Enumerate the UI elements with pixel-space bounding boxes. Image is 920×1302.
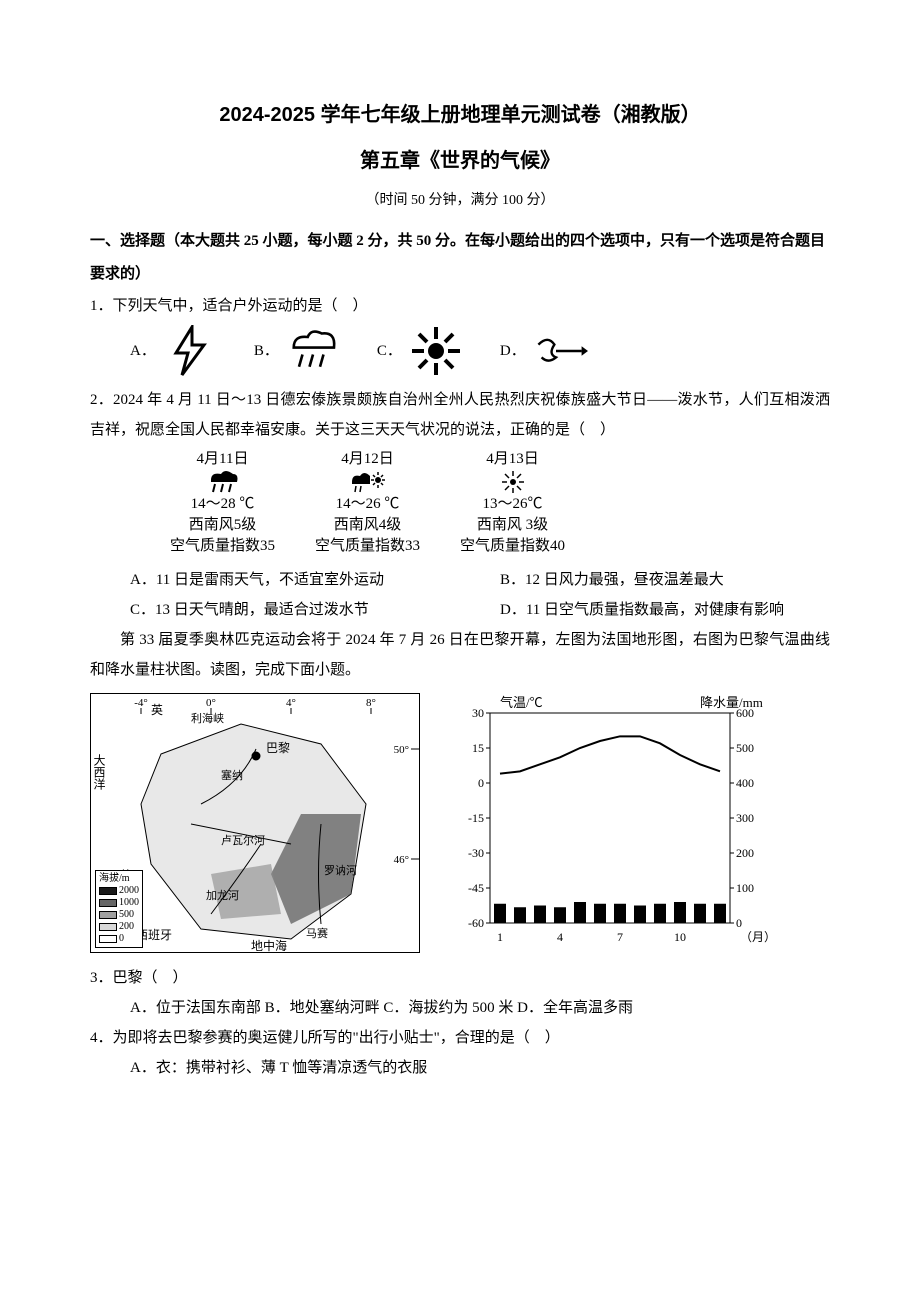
q1-stem: 1．下列天气中，适合户外运动的是（ ）: [90, 291, 830, 321]
svg-text:0: 0: [478, 776, 484, 790]
chapter-title: 第五章《世界的气候》: [90, 141, 830, 181]
q2-day2-aqi: 空气质量指数33: [315, 536, 420, 557]
q3-opt-b: B．地处塞纳河畔: [265, 1000, 380, 1016]
q3-opt-c: C．海拔约为 500 米: [383, 1000, 513, 1016]
svg-text:-15: -15: [468, 811, 484, 825]
sun-small-icon: [460, 470, 565, 494]
svg-text:46°: 46°: [394, 854, 409, 866]
svg-text:塞纳: 塞纳: [221, 768, 243, 782]
svg-text:0°: 0°: [206, 697, 216, 709]
svg-text:卢瓦尔河: 卢瓦尔河: [221, 834, 265, 847]
q2-day3-temp: 13～26℃: [460, 494, 565, 515]
q4-opt-a: A．衣：携带衬衫、薄 T 恤等清凉透气的衣服: [130, 1053, 830, 1083]
svg-text:英: 英: [151, 703, 163, 717]
q2-day2-wind: 西南风4级: [315, 515, 420, 536]
svg-text:15: 15: [472, 741, 484, 755]
q1-opt-b: B．: [254, 323, 341, 379]
q1-opt-c: C．: [377, 323, 464, 379]
timing-info: （时间 50 分钟，满分 100 分）: [90, 187, 830, 215]
q1-opt-b-label: B．: [254, 336, 279, 366]
q2-weather-table: 4月11日 14～28 ℃ 西南风5级 空气质量指数35 4月12日: [90, 449, 830, 557]
q1-opt-a-label: A．: [130, 336, 156, 366]
q2-day2-date: 4月12日: [315, 449, 420, 470]
svg-text:200: 200: [736, 846, 754, 860]
q2-opt-a: A．11 日是雷雨天气，不适宜室外运动: [130, 565, 430, 595]
q2-opt-b: B．12 日风力最强，昼夜温差最大: [500, 565, 800, 595]
rain-icon: [285, 323, 341, 379]
svg-text:1: 1: [497, 930, 503, 944]
q2-day1-temp: 14～28 ℃: [170, 494, 275, 515]
figure-row: 巴黎塞纳卢瓦尔河加龙河罗讷河马赛大西洋比斯开湾利海峡地中海英西班牙-4°0°4°…: [90, 693, 830, 953]
q2-opt-d: D．11 日空气质量指数最高，对健康有影响: [500, 595, 800, 625]
france-map: 巴黎塞纳卢瓦尔河加龙河罗讷河马赛大西洋比斯开湾利海峡地中海英西班牙-4°0°4°…: [90, 693, 420, 953]
q2-day3-wind: 西南风 3级: [460, 515, 565, 536]
svg-text:-45: -45: [468, 881, 484, 895]
svg-text:30: 30: [472, 706, 484, 720]
svg-text:-4°: -4°: [134, 697, 148, 709]
svg-text:8°: 8°: [366, 697, 376, 709]
q4-stem: 4．为即将去巴黎参赛的奥运健儿所写的"出行小贴士"，合理的是（ ）: [90, 1023, 830, 1053]
q4-options: A．衣：携带衬衫、薄 T 恤等清凉透气的衣服: [90, 1053, 830, 1083]
section-1-heading: 一、选择题（本大题共 25 小题，每小题 2 分，共 50 分。在每小题给出的四…: [90, 225, 830, 291]
q2-day-1: 4月11日 14～28 ℃ 西南风5级 空气质量指数35: [170, 449, 275, 557]
svg-text:4°: 4°: [286, 697, 296, 709]
svg-text:0: 0: [736, 916, 742, 930]
sandstorm-icon: [532, 323, 588, 379]
svg-text:加龙河: 加龙河: [206, 889, 239, 902]
q3-stem: 3．巴黎（ ）: [90, 963, 830, 993]
q2-day1-date: 4月11日: [170, 449, 275, 470]
page-title: 2024-2025 学年七年级上册地理单元测试卷（湘教版）: [90, 95, 830, 135]
q2-options: A．11 日是雷雨天气，不适宜室外运动 B．12 日风力最强，昼夜温差最大 C．…: [90, 565, 830, 625]
q2-stem: 2．2024 年 4 月 11 日～13 日德宏傣族景颇族自治州全州人民热烈庆祝…: [90, 385, 830, 445]
thunder-rain-icon: [170, 470, 275, 494]
svg-text:4: 4: [557, 930, 563, 944]
svg-text:100: 100: [736, 881, 754, 895]
svg-text:大西洋: 大西洋: [92, 754, 106, 790]
q3-opt-a: A．位于法国东南部: [130, 1000, 261, 1016]
q3-opt-d: D．全年高温多雨: [517, 1000, 633, 1016]
q2-day-3: 4月13日 13～26℃ 西南风 3级 空气质量指数40: [460, 449, 565, 557]
svg-text:巴黎: 巴黎: [266, 741, 290, 755]
svg-text:气温/℃: 气温/℃: [500, 695, 543, 710]
map-legend: 海拔/m 200010005002000: [95, 870, 143, 948]
svg-text:利海峡: 利海峡: [191, 711, 224, 725]
rain-sun-icon: [315, 470, 420, 494]
svg-text:300: 300: [736, 811, 754, 825]
svg-text:600: 600: [736, 706, 754, 720]
svg-text:-30: -30: [468, 846, 484, 860]
q2-day1-wind: 西南风5级: [170, 515, 275, 536]
q1-opt-d: D．: [500, 323, 588, 379]
q2-day3-date: 4月13日: [460, 449, 565, 470]
q1-opt-a: A．: [130, 323, 218, 379]
q2-day-2: 4月12日 14～26 ℃ 西南风4级 空气质量指数33: [315, 449, 420, 557]
paris-climate-chart: 气温/℃降水量/mm30150-15-30-45-606005004003002…: [440, 693, 780, 953]
svg-text:马赛: 马赛: [306, 926, 328, 940]
q1-options: A． B． C．: [90, 323, 830, 379]
q1-opt-c-label: C．: [377, 336, 402, 366]
svg-text:7: 7: [617, 930, 623, 944]
svg-text:罗讷河: 罗讷河: [324, 864, 357, 877]
svg-text:10: 10: [674, 930, 686, 944]
svg-text:50°: 50°: [394, 744, 409, 756]
q2-day3-aqi: 空气质量指数40: [460, 536, 565, 557]
passage-1: 第 33 届夏季奥林匹克运动会将于 2024 年 7 月 26 日在巴黎开幕，左…: [90, 625, 830, 685]
q1-opt-d-label: D．: [500, 336, 526, 366]
q2-day2-temp: 14～26 ℃: [315, 494, 420, 515]
svg-text:-60: -60: [468, 916, 484, 930]
q2-opt-c: C．13 日天气晴朗，最适合过泼水节: [130, 595, 430, 625]
legend-title: 海拔/m: [99, 873, 139, 885]
svg-text:400: 400: [736, 776, 754, 790]
svg-text:500: 500: [736, 741, 754, 755]
q2-day1-aqi: 空气质量指数35: [170, 536, 275, 557]
lightning-icon: [162, 323, 218, 379]
q3-options: A．位于法国东南部 B．地处塞纳河畔 C．海拔约为 500 米 D．全年高温多雨: [90, 993, 830, 1023]
svg-text:（月）: （月）: [740, 930, 776, 944]
sun-icon: [408, 323, 464, 379]
svg-text:地中海: 地中海: [251, 938, 287, 953]
